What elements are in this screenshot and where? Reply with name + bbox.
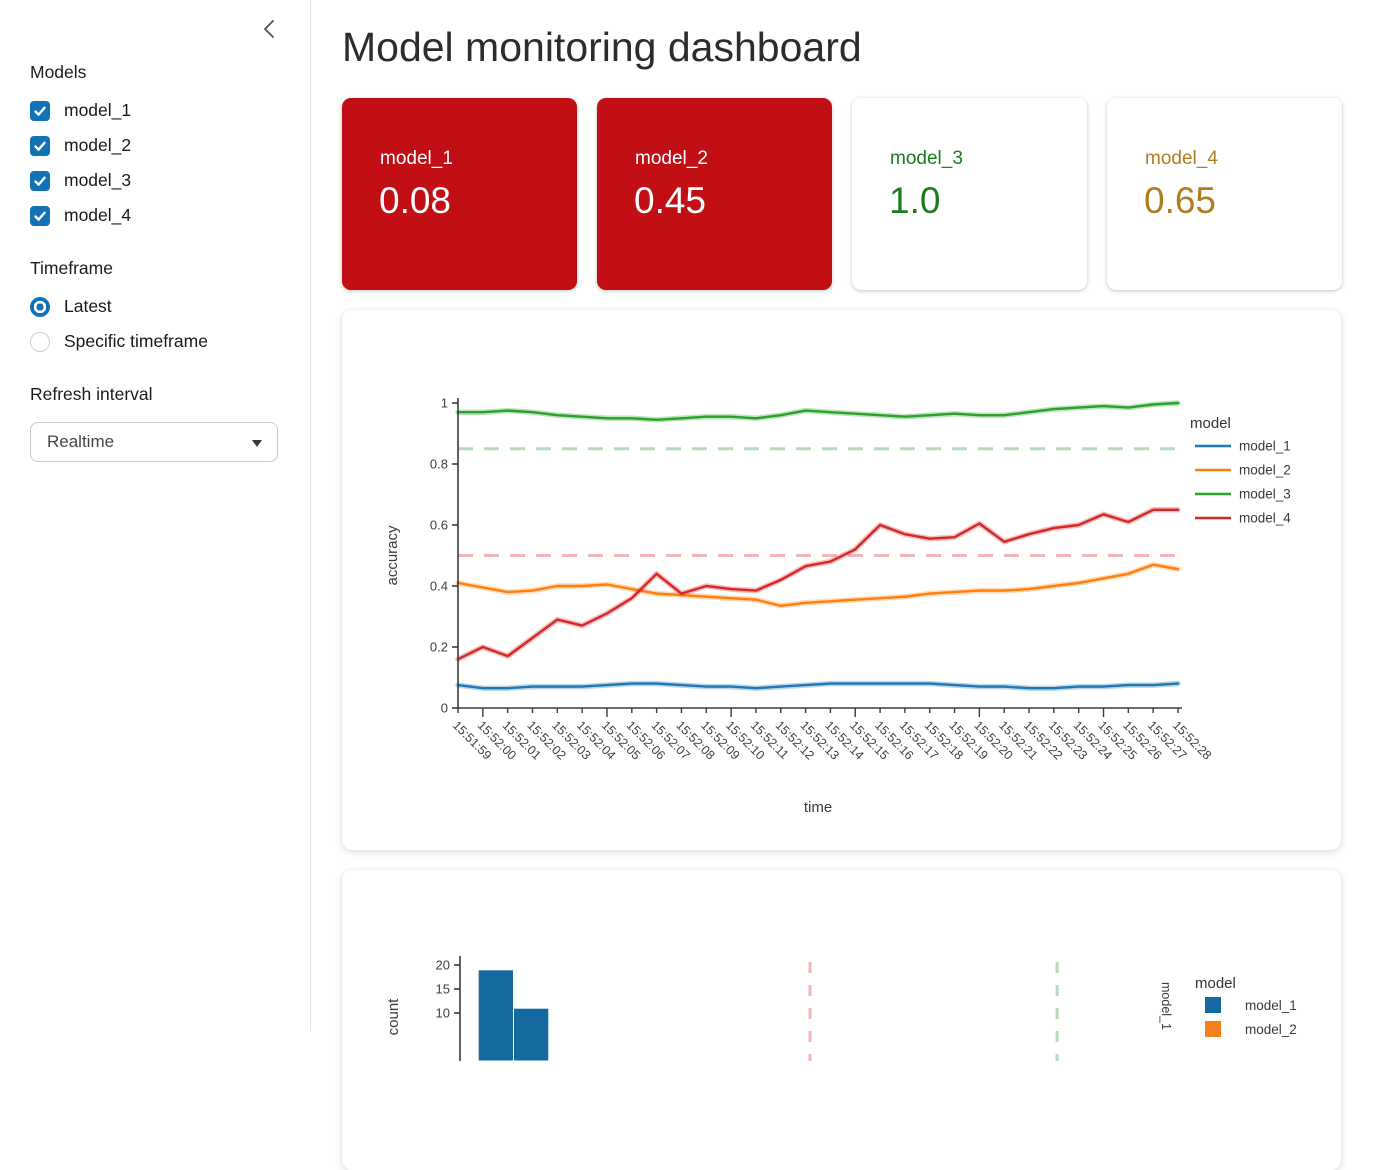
legend-label: model_4 [1239, 511, 1291, 526]
checkbox-model_2[interactable] [30, 135, 50, 156]
timeframe-section-label: Timeframe [30, 258, 113, 278]
check-icon [34, 211, 46, 221]
sidebar-collapse-button[interactable] [254, 14, 284, 44]
series-line-model_2 [456, 563, 1180, 607]
metric-card-value: 0.65 [1144, 180, 1217, 221]
models-section-label: Models [30, 62, 87, 82]
metric-card-label: model_2 [635, 148, 708, 169]
legend-label: model_1 [1245, 998, 1297, 1013]
metric-card-value: 1.0 [889, 180, 941, 221]
sidebar: Models model_1 model_2 model_3 model_4 Time… [0, 0, 311, 1031]
legend-label: model_2 [1239, 463, 1291, 478]
model-checkbox-row: model_4 [30, 198, 131, 233]
timeframe-section: Timeframe Latest Specific timeframe [30, 258, 208, 359]
legend-swatch-model_1 [1205, 997, 1221, 1013]
legend-swatch-model_2 [1205, 1021, 1221, 1037]
accuracy-line-chart: 00.20.40.60.8115:51:5915:52:0015:52:0115… [384, 396, 1291, 817]
checkbox-label: model_2 [64, 135, 132, 155]
legend-label: model_2 [1245, 1022, 1297, 1037]
legend-title: model [1195, 975, 1236, 992]
checkbox-model_1[interactable] [30, 100, 50, 121]
y-tick-label: 0 [441, 701, 448, 716]
check-icon [34, 106, 46, 116]
check-icon [34, 141, 46, 151]
y-tick-label: 0.6 [430, 518, 448, 533]
checkbox-label: model_1 [64, 100, 132, 120]
y-axis-label: accuracy [384, 525, 401, 586]
checkbox-model_4[interactable] [30, 205, 50, 226]
check-icon [34, 176, 46, 186]
metric-card-label: model_1 [380, 148, 453, 169]
timeframe-radio-row: Specific timeframe [30, 324, 208, 359]
accuracy-chart-panel: 0 0.2 0.4 0.6 0.8 1 15:51:59 15:52:00 15:52:01 15… [342, 310, 1341, 850]
y-tick-label: 1 [441, 396, 448, 411]
legend-title: model [1190, 415, 1231, 432]
refresh-interval-label: Refresh interval [30, 384, 153, 404]
metric-card-model_3: model_3 1.0 [852, 98, 1087, 290]
caret-down-icon [252, 440, 262, 447]
y-tick-label: 20 [436, 958, 450, 973]
legend-label: model_3 [1239, 487, 1291, 502]
metric-card-label: model_3 [890, 148, 963, 169]
metric-card-label: model_4 [1145, 148, 1218, 169]
page-title: Model monitoring dashboard [342, 24, 862, 70]
model-checkbox-list: model_1 model_2 model_3 model_4 [30, 93, 131, 233]
radio-label: Specific timeframe [64, 331, 208, 351]
timeframe-radio-row: Latest [30, 289, 208, 324]
model-checkbox-row: model_2 [30, 128, 131, 163]
checkbox-label: model_4 [64, 205, 132, 225]
legend-label: model_1 [1239, 439, 1291, 454]
refresh-interval-value: Realtime [47, 432, 115, 451]
series-line-model_3 [456, 401, 1180, 422]
y-tick-label: 10 [436, 1006, 450, 1021]
radio-label: Latest [64, 296, 112, 316]
series-line-model_4 [456, 508, 1180, 661]
series-line-model_1 [456, 682, 1180, 690]
metric-card-value: 0.08 [379, 180, 452, 221]
chevron-left-icon [264, 20, 274, 38]
y-tick-label: 0.2 [430, 640, 448, 655]
y-axis-label: count [385, 998, 402, 1036]
models-section: Models model_1 model_2 model_3 model_4 [30, 62, 131, 233]
refresh-interval-select[interactable]: Realtime [30, 422, 278, 462]
x-axis-label: time [804, 799, 832, 816]
y-tick-label: 0.8 [430, 457, 448, 472]
timeframe-radio-group: Latest Specific timeframe [30, 289, 208, 359]
refresh-interval-section: Refresh interval Realtime [30, 384, 278, 462]
facet-row-label: model_1 [1159, 982, 1173, 1030]
histogram-bar [512, 1007, 550, 1062]
metric-card-model_2: model_2 0.45 [597, 98, 832, 290]
metric-card-model_4: model_4 0.65 [1107, 98, 1342, 290]
y-tick-label: 15 [436, 982, 450, 997]
metric-card-model_1: model_1 0.08 [342, 98, 577, 290]
checkbox-label: model_3 [64, 170, 132, 190]
model-checkbox-row: model_1 [30, 93, 131, 128]
histogram-chart-panel: 20 15 10 count model_1 model model_1 model_2 [342, 870, 1341, 1170]
histogram-bar [477, 969, 514, 1062]
radio-latest[interactable] [30, 296, 50, 317]
y-tick-label: 0.4 [430, 579, 448, 594]
count-histogram-chart: 20 15 10 count model_1 model model_1 model_2 [385, 956, 1297, 1062]
model-checkbox-row: model_3 [30, 163, 131, 198]
metric-card-value: 0.45 [634, 180, 707, 221]
radio-specific-timeframe[interactable] [30, 331, 50, 352]
checkbox-model_3[interactable] [30, 170, 50, 191]
